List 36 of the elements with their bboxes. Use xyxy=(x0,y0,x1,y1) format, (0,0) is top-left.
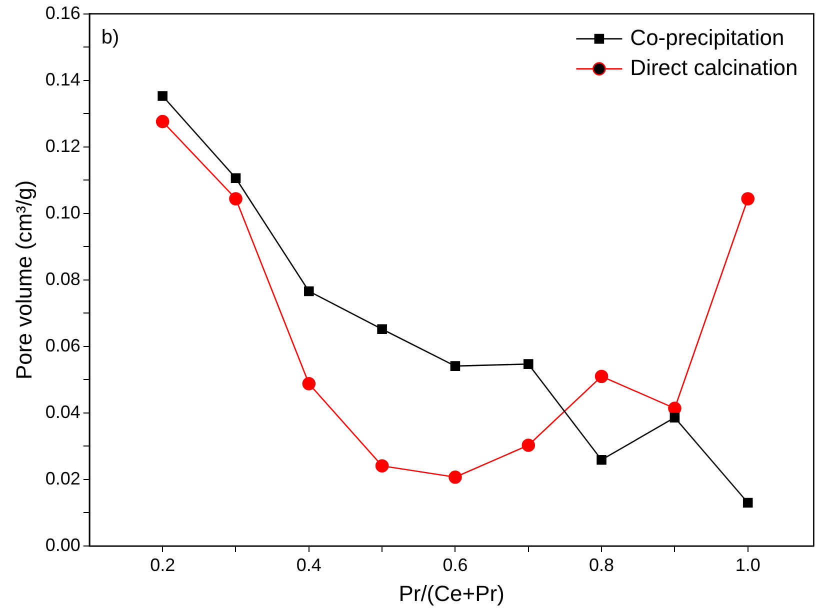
point xyxy=(230,173,241,184)
x-tick-label: 0.8 xyxy=(589,554,614,575)
annotation: b) xyxy=(101,26,120,48)
y-tick-label: 0.02 xyxy=(45,468,80,488)
point xyxy=(596,454,606,465)
point xyxy=(377,324,387,334)
y-tick-label: 0.04 xyxy=(45,402,80,422)
point xyxy=(523,359,534,369)
point xyxy=(450,361,460,371)
point xyxy=(522,438,536,452)
y-tick-label: 0.14 xyxy=(45,69,80,90)
x-tick-label: 0.6 xyxy=(442,554,468,575)
point xyxy=(448,470,462,484)
legend-label: Co-precipitation xyxy=(630,24,784,50)
legend-label: Direct calcination xyxy=(630,54,798,80)
point xyxy=(742,498,753,508)
x-axis-title: Pr/(Ce+Pr) xyxy=(398,580,504,606)
point xyxy=(375,459,389,472)
point xyxy=(158,91,168,101)
point xyxy=(741,192,755,206)
y-tick-label: 0.12 xyxy=(45,136,80,156)
x-tick-label: 1.0 xyxy=(735,554,760,575)
y-axis-title: Pore volume (cm³/g) xyxy=(11,180,36,380)
x-tick-label: 0.2 xyxy=(150,554,176,575)
y-tick-label: 0.10 xyxy=(45,202,80,222)
point xyxy=(156,114,170,128)
y-tick-label: 0.16 xyxy=(45,2,80,23)
point xyxy=(229,192,242,206)
y-tick-label: 0.06 xyxy=(45,335,80,356)
point xyxy=(304,286,314,296)
point xyxy=(302,377,316,390)
point xyxy=(670,412,680,422)
point xyxy=(594,370,608,384)
x-tick-label: 0.4 xyxy=(296,554,322,575)
y-tick-label: 0.00 xyxy=(45,534,80,555)
y-tick-label: 0.08 xyxy=(45,268,80,289)
